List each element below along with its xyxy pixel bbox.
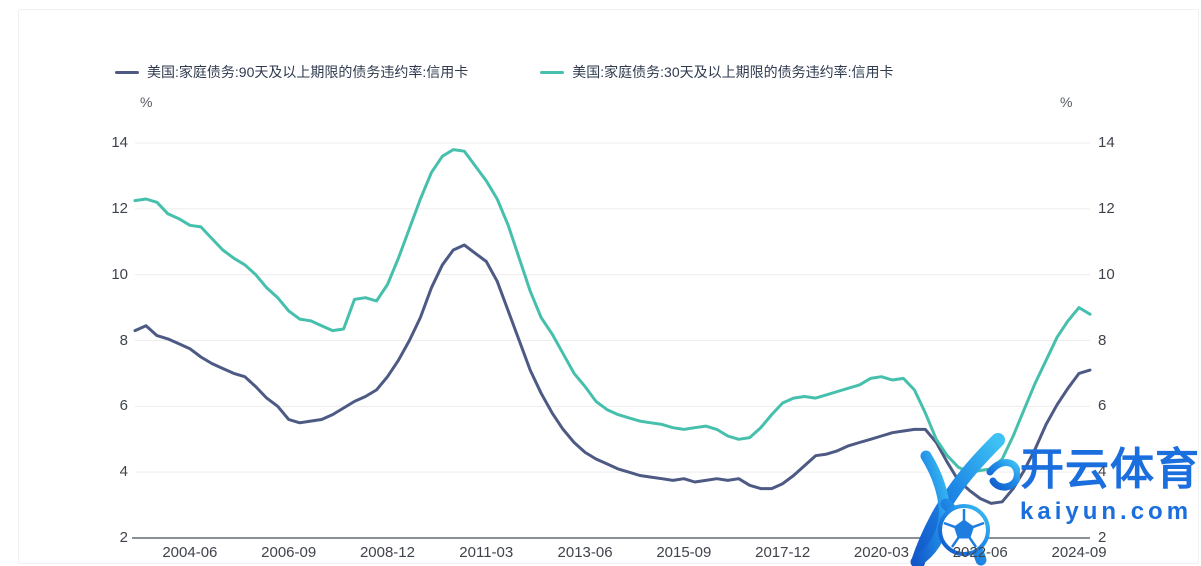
x-tick-label: 2024-09 [1051, 544, 1107, 561]
y-tick-label-right: 4 [1098, 463, 1107, 481]
legend: 美国:家庭债务:90天及以上期限的债务违约率:信用卡 美国:家庭债务:30天及以… [115, 62, 894, 82]
x-tick-label: 2008-12 [359, 544, 415, 561]
legend-item-30day[interactable]: 美国:家庭债务:30天及以上期限的债务违约率:信用卡 [540, 62, 894, 82]
y-axis-unit-left: % [140, 94, 153, 110]
y-tick-label-right: 8 [1098, 331, 1107, 349]
x-tick-label: 2011-03 [459, 544, 514, 561]
legend-item-90day[interactable]: 美国:家庭债务:90天及以上期限的债务违约率:信用卡 [115, 62, 468, 82]
y-tick-label-right: 6 [1098, 397, 1107, 415]
legend-swatch-30day-icon [540, 70, 565, 74]
y-tick-label-left: 10 [111, 265, 128, 283]
y-tick-label-right: 2 [1098, 529, 1107, 546]
series-line-90day [133, 243, 1092, 505]
y-tick-label-left: 4 [119, 463, 128, 481]
legend-label-30day: 美国:家庭债务:30天及以上期限的债务违约率:信用卡 [572, 64, 894, 80]
x-tick-label: 2006-09 [261, 544, 317, 561]
y-tick-label-left: 14 [111, 134, 128, 151]
y-tick-label-left: 12 [111, 199, 128, 217]
legend-swatch-90day-icon [115, 70, 139, 74]
x-tick-label: 2022-06 [952, 544, 1008, 561]
x-tick-label: 2017-12 [755, 544, 811, 561]
y-tick-label-left: 6 [119, 397, 128, 415]
x-tick-label: 2015-09 [656, 544, 712, 561]
y-tick-label-right: 14 [1098, 134, 1115, 151]
legend-label-90day: 美国:家庭债务:90天及以上期限的债务违约率:信用卡 [147, 64, 469, 80]
y-tick-label-left: 2 [119, 529, 128, 546]
x-tick-label: 2004-06 [162, 544, 218, 561]
series-line-30day [133, 148, 1092, 474]
x-tick-label: 2013-06 [557, 544, 613, 561]
x-tick-label: 2020-03 [853, 544, 909, 561]
y-tick-label-right: 12 [1098, 199, 1115, 217]
y-tick-label-right: 10 [1098, 265, 1115, 283]
y-axis-unit-right: % [1060, 94, 1073, 110]
y-tick-label-left: 8 [119, 331, 128, 349]
